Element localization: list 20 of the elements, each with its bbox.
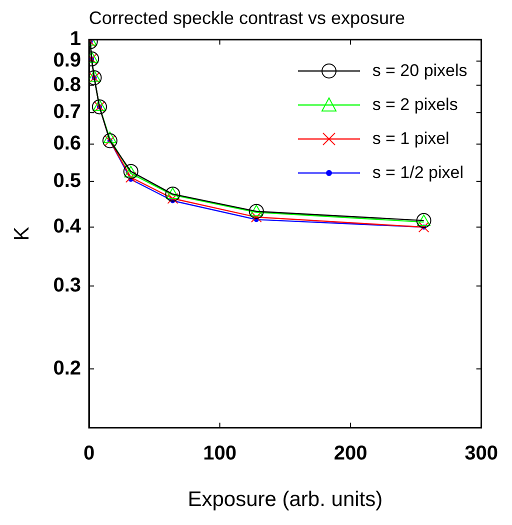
y-tick-label: 0.5 bbox=[53, 170, 82, 192]
x-tick-label: 200 bbox=[334, 442, 368, 464]
y-tick-label: 0.2 bbox=[53, 357, 82, 380]
y-tick-label: 0.3 bbox=[53, 274, 82, 296]
x-axis-title: Exposure (arb. units) bbox=[188, 488, 383, 512]
x-tick-label: 300 bbox=[464, 442, 498, 464]
legend-label: s = 20 pixels bbox=[372, 60, 468, 82]
legend-label: s = 1 pixel bbox=[372, 128, 450, 150]
y-tick-label: 0.6 bbox=[53, 132, 82, 155]
legend-label: s = 2 pixels bbox=[372, 94, 458, 116]
y-tick-label: 0.9 bbox=[53, 50, 82, 72]
y-axis-title: K bbox=[10, 226, 34, 241]
x-tick-label: 100 bbox=[203, 442, 236, 464]
chart-title: Corrected speckle contrast vs exposure bbox=[88, 8, 406, 28]
y-tick-label: 1 bbox=[70, 28, 82, 50]
y-tick-label: 0.8 bbox=[53, 74, 82, 96]
legend-label: s = 1/2 pixel bbox=[372, 162, 464, 184]
y-tick-label: 0.7 bbox=[53, 101, 82, 124]
y-tick-label: 0.4 bbox=[53, 216, 82, 238]
x-tick-label: 0 bbox=[83, 442, 95, 464]
